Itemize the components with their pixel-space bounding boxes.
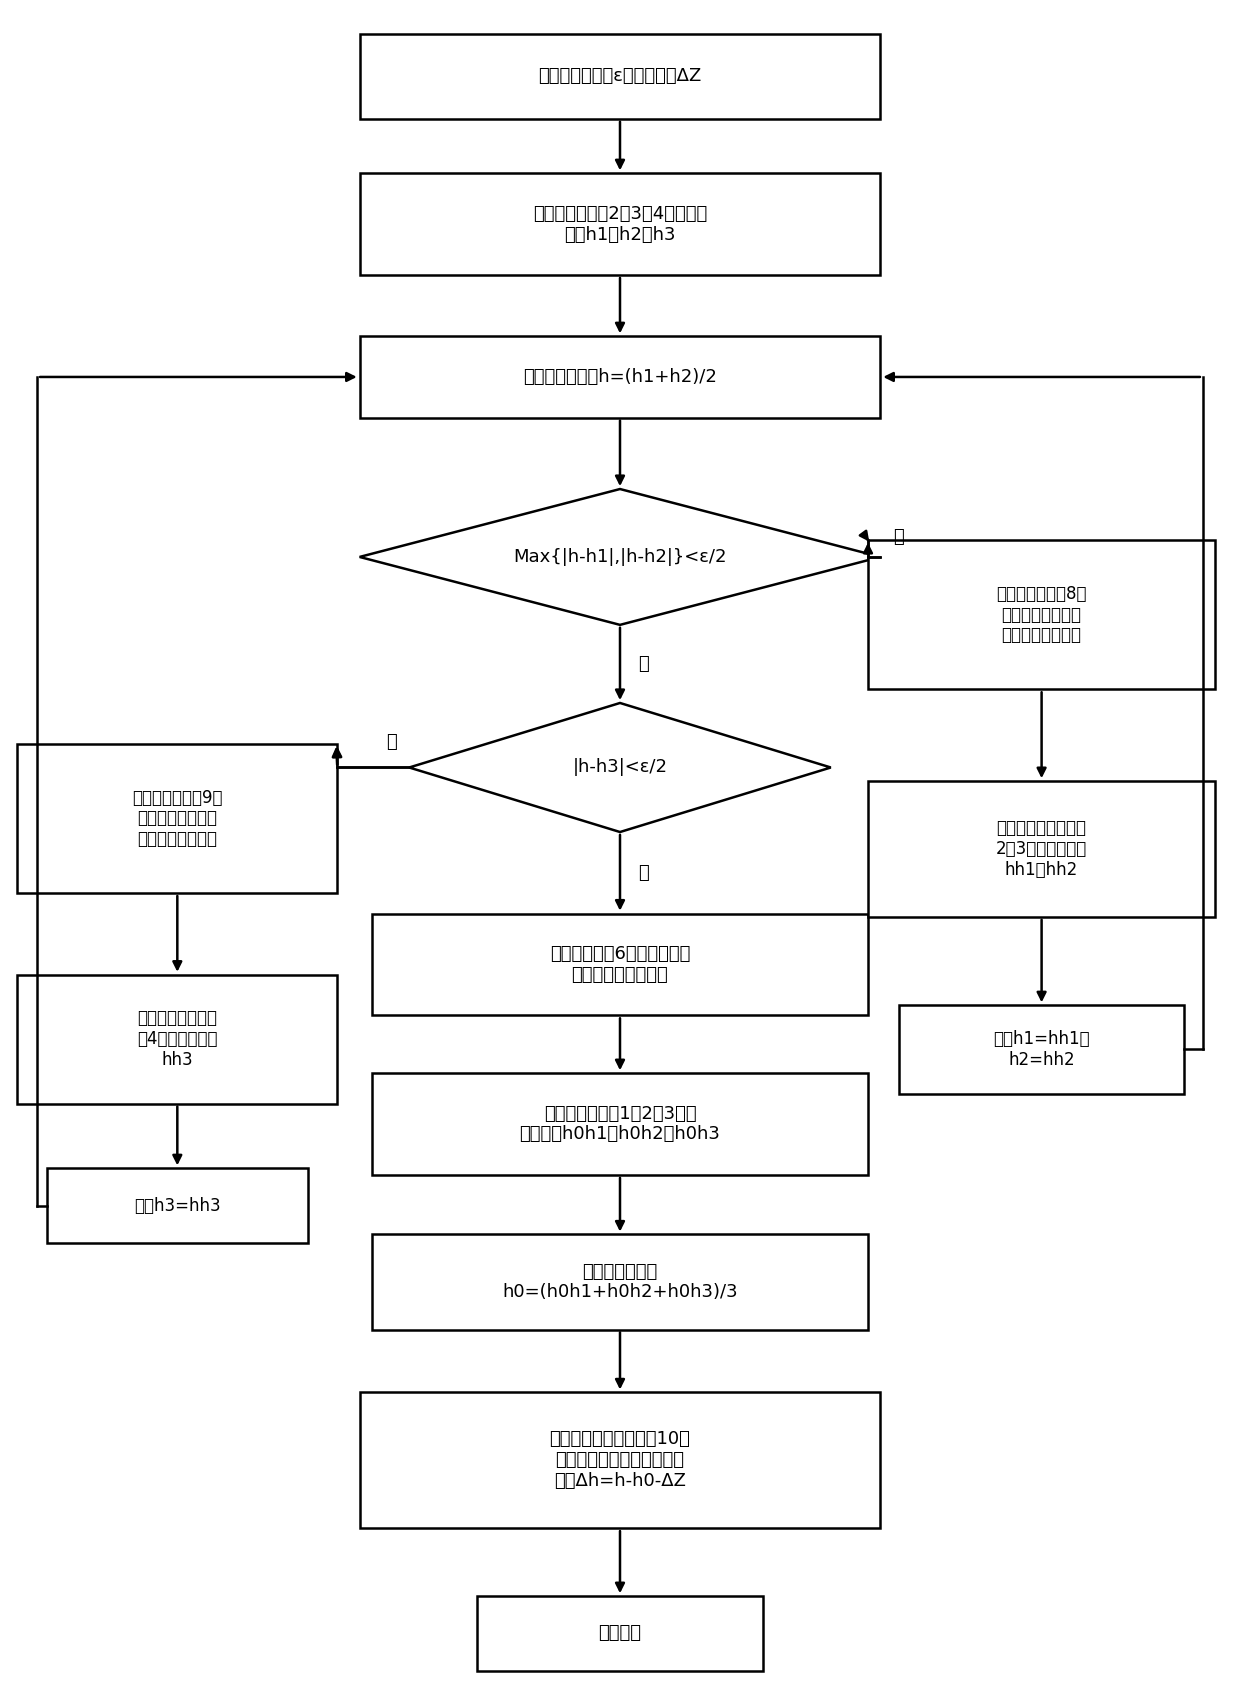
Text: 微调节升降电机8，
执行调节动作，对
基板平台进行调平: 微调节升降电机8， 执行调节动作，对 基板平台进行调平 [997,584,1086,645]
Text: 计算距离平均值h=(h1+h2)/2: 计算距离平均值h=(h1+h2)/2 [523,368,717,385]
FancyBboxPatch shape [899,1005,1184,1094]
FancyBboxPatch shape [360,1392,880,1528]
FancyBboxPatch shape [17,975,337,1104]
Text: 是: 是 [639,864,650,881]
Text: Max{|h-h1|,|h-h2|}<ε/2: Max{|h-h1|,|h-h2|}<ε/2 [513,548,727,565]
Text: 微调节升降电机9，
执行调节动作，对
基板平台进行调平: 微调节升降电机9， 执行调节动作，对 基板平台进行调平 [133,788,222,849]
Text: 重新采用激光测距
仪4测目标点距离
hh3: 重新采用激光测距 仪4测目标点距离 hh3 [138,1009,217,1070]
Text: 带入h1=hh1、
h2=hh2: 带入h1=hh1、 h2=hh2 [993,1031,1090,1068]
Text: 重新采用激光测距仪
2、3测目标点距离
hh1、hh2: 重新采用激光测距仪 2、3测目标点距离 hh1、hh2 [996,818,1087,880]
Text: 否: 否 [893,528,904,545]
Text: 带入h3=hh3: 带入h3=hh3 [134,1197,221,1214]
Text: 启动成形平台升降电机10，
执行上升调节动作，上升位
移为Δh=h-h0-ΔZ: 启动成形平台升降电机10， 执行上升调节动作，上升位 移为Δh=h-h0-ΔZ [549,1430,691,1491]
Text: 调平结束: 调平结束 [599,1625,641,1642]
FancyBboxPatch shape [360,34,880,119]
Polygon shape [409,703,831,832]
FancyBboxPatch shape [868,540,1215,689]
Text: |h-h3|<ε/2: |h-h3|<ε/2 [573,759,667,776]
Text: 否: 否 [386,734,397,751]
FancyBboxPatch shape [868,781,1215,917]
FancyBboxPatch shape [360,336,880,418]
Text: 是: 是 [639,655,650,672]
FancyBboxPatch shape [372,1073,868,1175]
FancyBboxPatch shape [17,744,337,893]
Text: 采用激光测距仪2、3、4测目标点
距离h1，h2，h3: 采用激光测距仪2、3、4测目标点 距离h1，h2，h3 [533,205,707,243]
FancyBboxPatch shape [47,1168,308,1243]
FancyBboxPatch shape [372,1234,868,1330]
Polygon shape [360,489,880,625]
Text: 采用激光测距仪1、2、3测目
标点距离h0h1、h0h2、h0h3: 采用激光测距仪1、2、3测目 标点距离h0h1、h0h2、h0h3 [520,1105,720,1143]
Text: 设定调平误差为ε，设定层厚ΔZ: 设定调平误差为ε，设定层厚ΔZ [538,68,702,85]
Text: 计算距离平均值
h0=(h0h1+h0h2+h0h3)/3: 计算距离平均值 h0=(h0h1+h0h2+h0h3)/3 [502,1263,738,1301]
FancyBboxPatch shape [360,173,880,275]
Text: 启动铺粉系统6，在成形基板
上铺上一层金属粉末: 启动铺粉系统6，在成形基板 上铺上一层金属粉末 [549,946,691,983]
FancyBboxPatch shape [372,914,868,1015]
FancyBboxPatch shape [477,1596,763,1671]
